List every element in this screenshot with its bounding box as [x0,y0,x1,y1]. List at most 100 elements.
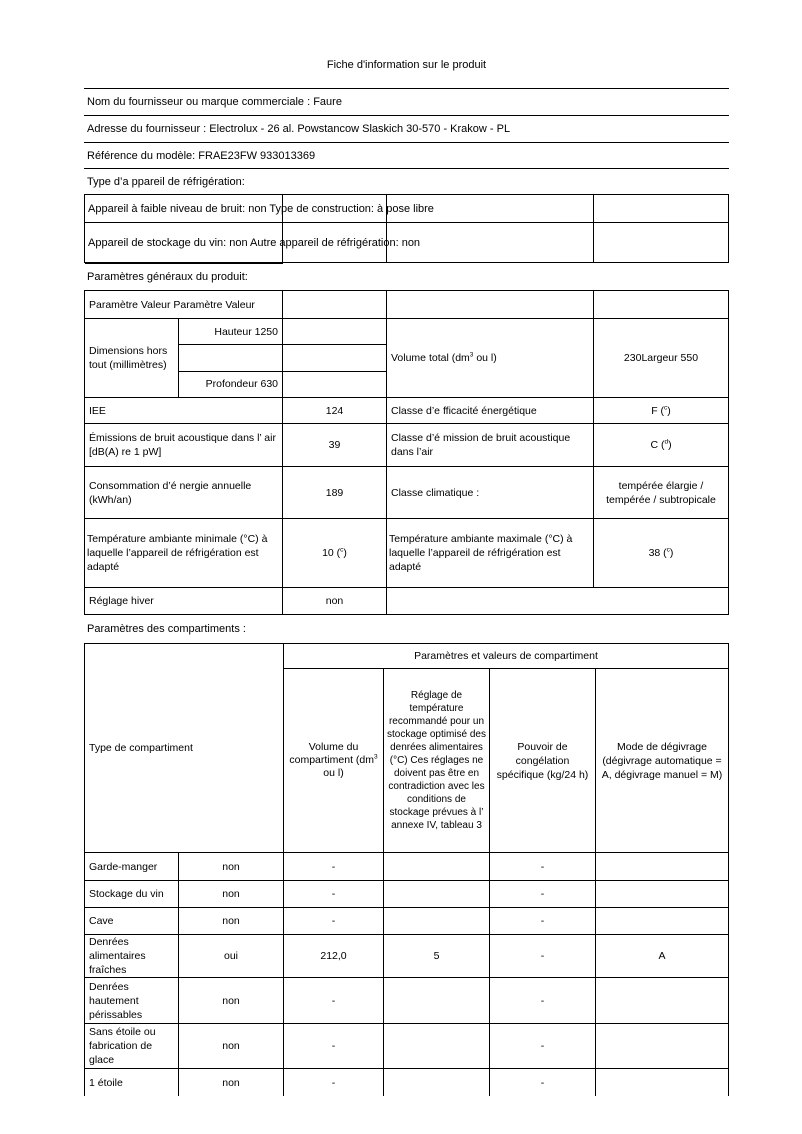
compartment-volume-cell: - [284,1069,384,1096]
compartment-capacity-text: - [540,994,545,1007]
compartment-name-cell: Stockage du vin [85,881,179,907]
dimensions-row: Dimensions hors tout (millimètres) Haute… [84,319,729,398]
compartment-present-cell: non [179,1024,284,1068]
compartment-volume-text: 212,0 [320,950,347,962]
total-volume-label-cell: Volume total (dm3 ou l) [387,319,594,397]
model-reference-text: Référence du modèle: FRAE23FW 933013369 [87,149,316,162]
empty-cell [387,223,594,262]
compartment-mode-cell [596,978,728,1023]
compartment-volume-text: - [331,1040,336,1052]
param-value-header-cell: Paramètre Valeur Paramètre Valeur [85,291,283,318]
page-title: Fiche d'information sur le produit [326,59,487,71]
compartment-present-cell: non [179,908,284,934]
compartment-row-denrees-fraiches: Denrées alimentaires fraîches oui 212,0 … [84,935,729,978]
compartment-row-stockage-vin: Stockage du vin non - - [84,881,729,908]
compartment-name-text: Cave [89,915,114,927]
supplier-name-text: Nom du fournisseur ou marque commerciale… [87,96,342,108]
compartment-name-cell: Garde-manger [85,853,179,880]
ambient-temperature-row: Température ambiante minimale (°C) à laq… [84,519,729,588]
compartment-capacity-text: - [540,950,545,962]
compartment-params-header: Paramètres et valeurs de compartiment Vo… [284,644,728,852]
compartment-mode-cell [596,881,728,907]
compartment-name-cell: Cave [85,908,179,934]
compartment-capacity-cell: - [490,853,596,880]
compartment-present-text: non [222,994,240,1007]
height-cell: Hauteur 1250 [179,319,282,346]
compartment-volume-text: - [331,860,336,873]
compartment-volume-text: - [331,915,336,927]
compartment-row-garde-manger: Garde-manger non - - [84,853,729,881]
compartment-setting-cell [384,978,490,1023]
compartment-present-cell: non [179,881,284,907]
compartment-volume-cell: 212,0 [284,935,384,977]
consumption-value-text: 189 [325,486,344,499]
noise-emission-row: Émissions de bruit acoustique dans l’ ai… [84,424,729,467]
empty-cell [387,588,728,614]
depth-text: Profondeur 630 [205,378,278,391]
supplier-address-text: Adresse du fournisseur : Electrolux - 26… [87,123,511,135]
empty-cell [594,291,728,318]
climate-class-label-cell: Classe climatique : [387,467,594,518]
compartment-present-cell: non [179,1069,284,1096]
compartment-present-cell: non [179,853,284,880]
general-section-label-row: Paramètres généraux du produit: [84,263,729,291]
product-info-table: Nom du fournisseur ou marque commerciale… [84,88,729,1096]
supplier-name-row: Nom du fournisseur ou marque commerciale… [84,89,729,116]
empty-cell [283,319,386,346]
compartment-capacity-cell: - [490,978,596,1023]
climate-class-value-cell: tempérée élargie / tempérée / subtropica… [594,467,728,518]
compartment-setting-cell: 5 [384,935,490,977]
param-value-header-text: Paramètre Valeur Paramètre Valeur [89,298,255,311]
compartment-present-text: non [222,1040,240,1052]
energy-consumption-row: Consommation d’é nergie annuelle (kWh/an… [84,467,729,519]
total-volume-value-text: 230Largeur 550 [623,352,699,364]
supplier-address-row: Adresse du fournisseur : Electrolux - 26… [84,116,729,143]
compartment-name-cell: Denrées alimentaires fraîches [85,935,179,977]
empty-cell [283,345,386,372]
temp-min-value-cell: 10 (c) [283,519,387,587]
climate-class-value-text: tempérée élargie / tempérée / subtropica… [606,479,716,506]
energy-class-label-cell: Classe d’e fficacité énergétique [387,398,594,423]
noise-label-text: Émissions de bruit acoustique dans l’ ai… [89,432,276,458]
model-reference-row: Référence du modèle: FRAE23FW 933013369 [84,143,729,169]
appliance-type-label-text: Type d’a ppareil de réfrigération: [87,175,245,188]
compartments-section-label-row: Paramètres des compartiments : [84,615,729,644]
total-volume-value-cell: 230Largeur 550 [594,319,728,397]
compartment-name-cell: 1 étoile [85,1069,179,1096]
compartment-span-header-cell: Paramètres et valeurs de compartiment [284,644,728,669]
compartment-name-text: 1 étoile [89,1076,123,1089]
compartment-mode-cell: A [596,935,728,977]
compartment-capacity-text: - [540,860,545,873]
iee-value-text: 124 [325,404,344,417]
freezing-capacity-header-text: Pouvoir de congélation spécifique (kg/24… [496,740,589,781]
depth-cell: Profondeur 630 [179,372,282,397]
energy-class-value-text: F (c) [651,404,671,417]
volume-header-cell: Volume du compartiment (dm3 ou l) [284,669,384,852]
winter-setting-row: Réglage hiver non [84,588,729,615]
compartment-present-text: non [222,1076,240,1089]
noise-class-label-text: Classe d’é mission de bruit acoustique d… [391,432,571,458]
temp-max-label-text: Température ambiante maximale (°C) à laq… [389,533,573,573]
noise-class-label-cell: Classe d’é mission de bruit acoustique d… [387,424,594,466]
consumption-value-cell: 189 [283,467,387,518]
dimensions-label-cell: Dimensions hors tout (millimètres) [85,319,179,397]
winter-label-cell: Réglage hiver [85,588,283,614]
temp-min-value-text: 10 (c) [322,546,347,559]
compartment-type-header-text: Type de compartiment [89,742,193,754]
iee-value-cell: 124 [283,398,387,423]
temp-max-value-cell: 38 (c) [594,519,728,587]
iee-row: IEE 124 Classe d’e fficacité énergétique… [84,398,729,424]
compartment-name-cell: Sans étoile ou fabrication de glace [85,1024,179,1068]
compartment-present-text: non [222,915,240,927]
empty-cell [283,223,387,262]
compartment-volume-cell: - [284,908,384,934]
empty-cell [283,372,386,397]
temp-max-label-cell: Température ambiante maximale (°C) à laq… [387,519,594,587]
empty-cell [283,195,387,222]
compartment-capacity-text: - [540,1040,545,1052]
compartment-name-text: Denrées alimentaires fraîches [89,936,146,976]
defrost-mode-header-text: Mode de dégivrage (dégivrage automatique… [601,740,723,781]
compartment-present-text: non [222,860,240,873]
energy-class-value-cell: F (c) [594,398,728,423]
